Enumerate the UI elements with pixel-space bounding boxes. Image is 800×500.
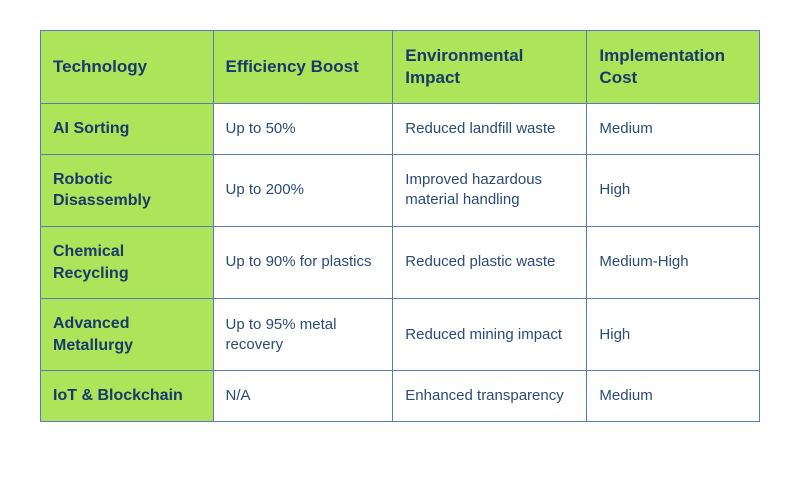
row-header: Robotic Disassembly — [41, 154, 214, 226]
technology-table: Technology Efficiency Boost Environmenta… — [40, 30, 760, 422]
cell-efficiency: Up to 50% — [213, 104, 393, 155]
table-row: Robotic Disassembly Up to 200% Improved … — [41, 154, 760, 226]
cell-cost: Medium — [587, 104, 760, 155]
col-header-cost: Implementation Cost — [587, 31, 760, 104]
cell-efficiency: Up to 95% metal recovery — [213, 299, 393, 371]
cell-efficiency: Up to 200% — [213, 154, 393, 226]
table-header-row: Technology Efficiency Boost Environmenta… — [41, 31, 760, 104]
cell-cost: Medium — [587, 371, 760, 422]
cell-cost: High — [587, 154, 760, 226]
cell-environmental: Reduced mining impact — [393, 299, 587, 371]
table-row: AI Sorting Up to 50% Reduced landfill wa… — [41, 104, 760, 155]
col-header-technology: Technology — [41, 31, 214, 104]
table-row: IoT & Blockchain N/A Enhanced transparen… — [41, 371, 760, 422]
cell-environmental: Reduced plastic waste — [393, 226, 587, 298]
row-header: Advanced Metallurgy — [41, 299, 214, 371]
cell-environmental: Enhanced transparency — [393, 371, 587, 422]
cell-efficiency: Up to 90% for plastics — [213, 226, 393, 298]
cell-efficiency: N/A — [213, 371, 393, 422]
row-header: IoT & Blockchain — [41, 371, 214, 422]
col-header-efficiency: Efficiency Boost — [213, 31, 393, 104]
col-header-environmental: Environmental Impact — [393, 31, 587, 104]
cell-environmental: Reduced landfill waste — [393, 104, 587, 155]
cell-cost: High — [587, 299, 760, 371]
cell-environmental: Improved hazardous material handling — [393, 154, 587, 226]
cell-cost: Medium-High — [587, 226, 760, 298]
table-row: Advanced Metallurgy Up to 95% metal reco… — [41, 299, 760, 371]
row-header: AI Sorting — [41, 104, 214, 155]
row-header: Chemical Recycling — [41, 226, 214, 298]
table-row: Chemical Recycling Up to 90% for plastic… — [41, 226, 760, 298]
